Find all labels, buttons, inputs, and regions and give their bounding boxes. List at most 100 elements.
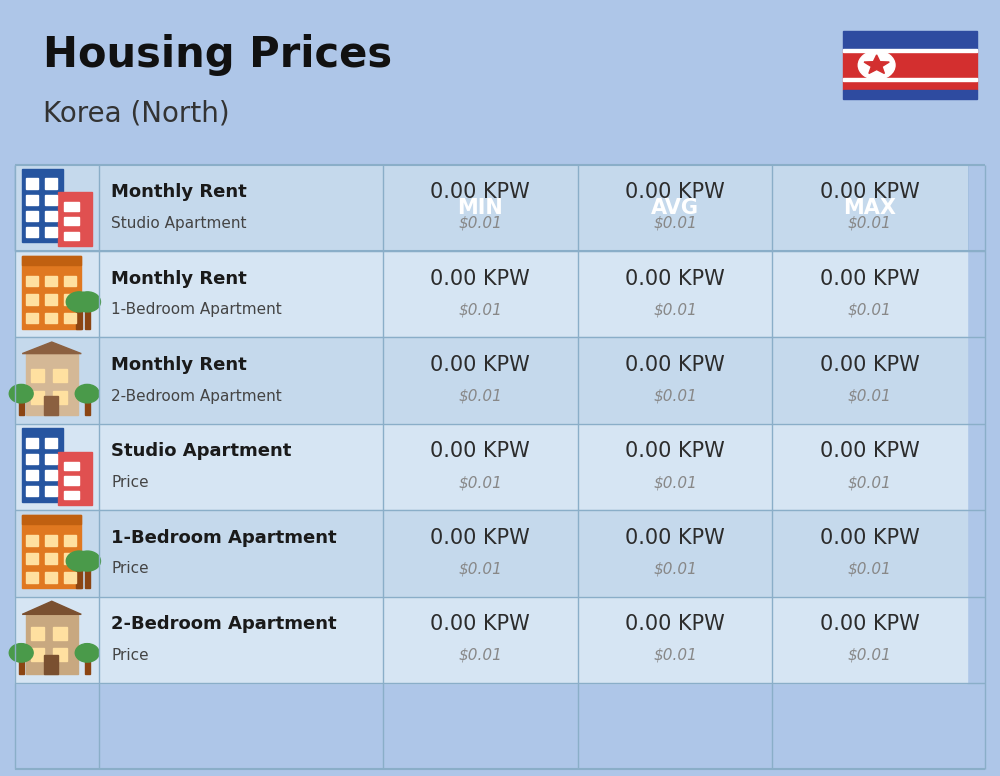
Bar [85,398,90,415]
Bar [26,178,38,189]
Bar [45,438,57,448]
Text: $0.01: $0.01 [848,216,892,230]
Bar [45,454,57,464]
Bar [772,165,967,251]
Bar [45,553,57,564]
Bar [843,50,977,89]
Bar [843,89,977,99]
Bar [64,294,76,305]
Text: Price: Price [111,475,149,490]
Bar [383,165,578,251]
Circle shape [858,51,895,79]
Bar [578,510,772,597]
Bar [26,438,38,448]
Bar [53,390,67,404]
Bar [53,627,67,639]
Bar [44,396,58,415]
Bar [85,569,90,588]
Bar [843,49,977,52]
Text: $0.01: $0.01 [848,475,892,490]
Text: AVG: AVG [651,198,699,218]
Bar [22,428,63,501]
Bar [22,255,81,265]
Text: Monthly Rent: Monthly Rent [111,183,247,201]
Bar [53,648,67,661]
Text: 1-Bedroom Apartment: 1-Bedroom Apartment [111,528,337,547]
Bar [26,553,38,564]
Bar [772,424,967,510]
Circle shape [66,292,92,312]
Bar [64,553,76,564]
Text: MIN: MIN [457,198,503,218]
Text: Price: Price [111,561,149,577]
Bar [383,510,578,597]
Bar [772,251,967,338]
Bar [26,470,38,480]
Bar [76,310,82,329]
Bar [26,572,38,583]
Text: $0.01: $0.01 [458,561,502,577]
Text: 0.00 KPW: 0.00 KPW [625,355,725,375]
Bar [31,369,44,382]
Text: 2-Bedroom Apartment: 2-Bedroom Apartment [111,389,282,404]
Text: 2-Bedroom Apartment: 2-Bedroom Apartment [111,615,337,633]
Bar [45,535,57,546]
Text: 0.00 KPW: 0.00 KPW [625,442,725,462]
Bar [64,476,79,485]
Bar [31,390,44,404]
Text: $0.01: $0.01 [458,216,502,230]
Text: $0.01: $0.01 [848,561,892,577]
Bar [85,657,90,674]
Text: 0.00 KPW: 0.00 KPW [820,442,920,462]
Text: Housing Prices: Housing Prices [43,33,392,75]
Bar [843,78,977,81]
Bar [578,251,772,338]
Bar [64,217,79,226]
Text: 0.00 KPW: 0.00 KPW [430,355,530,375]
Bar [31,627,44,639]
Text: 0.00 KPW: 0.00 KPW [430,268,530,289]
Text: $0.01: $0.01 [653,475,697,490]
Circle shape [75,643,99,662]
Text: $0.01: $0.01 [653,302,697,317]
Circle shape [75,384,99,403]
Bar [15,165,99,251]
Text: 0.00 KPW: 0.00 KPW [625,268,725,289]
Bar [383,338,578,424]
Bar [45,313,57,324]
Bar [15,510,99,597]
Bar [53,369,67,382]
Text: 0.00 KPW: 0.00 KPW [430,528,530,548]
Text: $0.01: $0.01 [458,475,502,490]
Bar [45,211,57,221]
Bar [26,354,78,415]
Bar [383,251,578,338]
Bar [64,313,76,324]
Text: Studio Apartment: Studio Apartment [111,216,247,230]
Bar [45,195,57,205]
Bar [26,487,38,496]
Bar [578,165,772,251]
Bar [22,169,63,242]
Text: MAX: MAX [843,198,896,218]
Bar [578,424,772,510]
Bar [85,310,90,329]
Bar [15,338,99,424]
Bar [64,232,79,240]
Text: 1-Bedroom Apartment: 1-Bedroom Apartment [111,302,282,317]
Text: Price: Price [111,648,149,663]
Text: $0.01: $0.01 [848,302,892,317]
Bar [15,424,99,510]
Text: 0.00 KPW: 0.00 KPW [820,268,920,289]
Bar [383,597,578,683]
Bar [772,338,967,424]
Bar [99,597,383,683]
Text: $0.01: $0.01 [653,389,697,404]
Bar [64,535,76,546]
Circle shape [75,551,100,571]
Text: $0.01: $0.01 [848,648,892,663]
Text: 0.00 KPW: 0.00 KPW [820,355,920,375]
Bar [26,211,38,221]
Bar [383,424,578,510]
Bar [26,454,38,464]
